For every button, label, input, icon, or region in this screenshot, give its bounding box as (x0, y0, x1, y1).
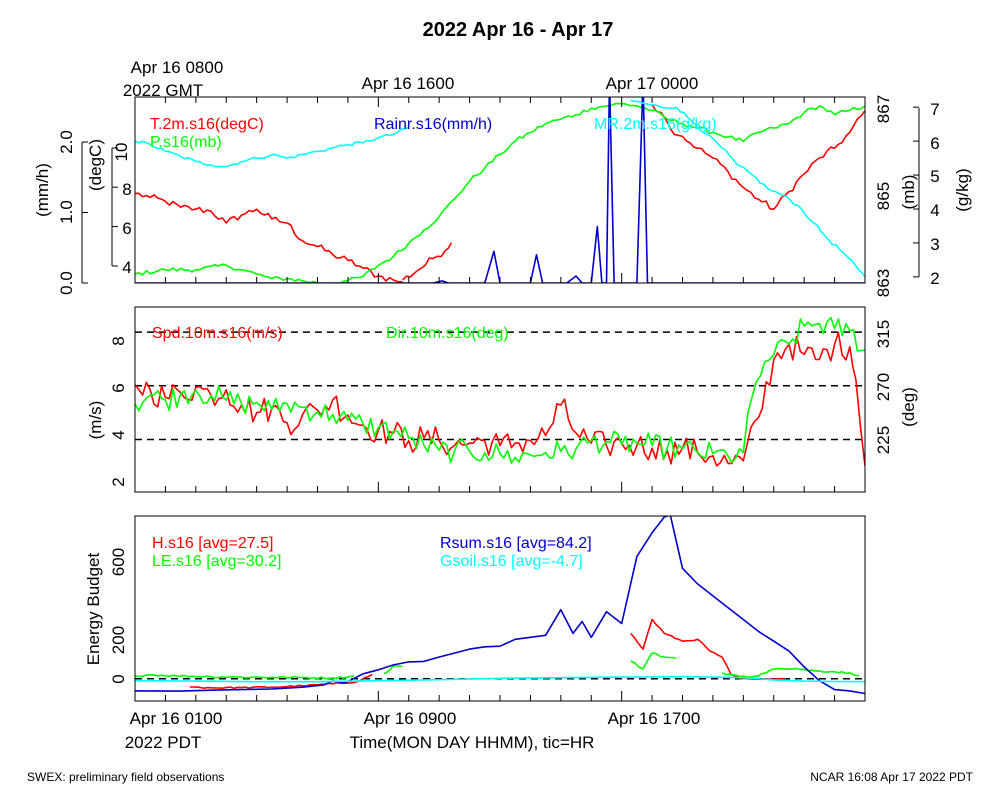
temp-axis-label: (degC) (86, 139, 105, 191)
series-dir-10m-s16-segment-0 (135, 316, 865, 464)
mr-tick-label: 5 (930, 167, 939, 186)
panel-wind-series (135, 316, 865, 467)
spd-tick-label: 6 (109, 383, 128, 392)
panel-met: 0.0 1.0 2.0 (mm/h) 4 6 8 10 (degC) 863 8… (33, 95, 972, 297)
panel-wind-reference-lines (135, 331, 865, 441)
legend-t-2m: T.2m.s16(degC) (150, 116, 264, 133)
spd-axis-label: (m/s) (86, 401, 105, 440)
rain-tick-label: 2.0 (57, 130, 76, 154)
series-t-2m-s16-segment-1 (402, 242, 453, 281)
mr-tick-label: 7 (930, 100, 939, 119)
series-gsoil-s16-segment-0 (135, 675, 865, 683)
panel-energy-series (135, 516, 865, 695)
spd-tick-label: 8 (109, 336, 128, 345)
temp-tick-label: 8 (122, 180, 131, 199)
press-tick-label: 865 (874, 182, 893, 210)
dir-tick-label: 225 (874, 426, 893, 454)
dir-tick-label: 315 (874, 320, 893, 348)
series-le-s16-segment-3 (721, 667, 860, 678)
series-h-s16-segment-0 (189, 673, 373, 690)
spd-tick-label: 2 (109, 477, 128, 486)
mr-axis-label: (g/kg) (953, 168, 972, 211)
series-t-2m-s16-segment-2 (651, 104, 865, 210)
x-axis-label: Time(MON DAY HHMM), tic=HR (350, 733, 595, 752)
mr-axis-ticks (913, 106, 919, 278)
panel-met-x-ticks (134, 97, 866, 283)
chart-title: 2022 Apr 16 - Apr 17 (423, 19, 614, 41)
x-axis-year-label: 2022 PDT (125, 733, 202, 752)
footer-timestamp: NCAR 16:08 Apr 17 2022 PDT (810, 770, 973, 784)
legend-soil-heat-flux: Gsoil.s16 [avg=-4.7] (440, 553, 583, 570)
press-axis-label: (mb) (899, 175, 918, 210)
x-tick-label-0100: Apr 16 0100 (130, 709, 223, 728)
series-p-s16-segment-0 (135, 102, 865, 283)
temp-tick-label: 10 (112, 143, 131, 162)
spd-tick-label: 4 (109, 430, 128, 439)
x-tick-label-1700: Apr 16 1700 (608, 709, 701, 728)
gmt-tick-label-0000: Apr 17 0000 (606, 74, 699, 93)
panel-wind-x-ticks (134, 482, 866, 492)
dir-tick-label: 270 (874, 373, 893, 401)
legend-latent-heat: LE.s16 [avg=30.2] (152, 553, 281, 570)
gmt-year-label: 2022 GMT (123, 81, 203, 100)
series-mr-2m-s16-segment-1 (630, 99, 865, 278)
rain-tick-label: 1.0 (57, 200, 76, 224)
gmt-tick-label-start: Apr 16 0800 (131, 58, 224, 77)
mr-tick-label: 2 (930, 269, 939, 288)
series-rainr-s16-segment-0 (135, 97, 865, 283)
rain-axis-label: (mm/h) (33, 163, 52, 217)
x-tick-label-0900: Apr 16 0900 (364, 709, 457, 728)
series-spd-10m-s16-segment-0 (135, 331, 865, 467)
press-tick-label: 867 (874, 95, 893, 123)
legend-pressure: P.s16(mb) (150, 134, 222, 151)
series-le-s16-segment-1 (383, 665, 403, 675)
panel-energy: 0 200 600 Energy Budget H.s16 [avg=27.5]… (84, 515, 866, 702)
legend-net-radiation: Rsum.s16 [avg=84.2] (440, 535, 592, 552)
mr-tick-label: 4 (930, 201, 939, 220)
energy-tick-label: 0 (109, 674, 128, 683)
dir-axis-label: (deg) (899, 387, 918, 427)
mr-tick-label: 3 (930, 235, 939, 254)
legend-sensible-heat: H.s16 [avg=27.5] (152, 535, 273, 552)
rain-tick-label: 0.0 (57, 271, 76, 295)
legend-mixing-ratio: MR.2m.s16(g/kg) (594, 116, 717, 133)
temp-tick-label: 6 (122, 219, 131, 238)
legend-wind-speed: Spd.10m.s16(m/s) (152, 325, 283, 342)
legend-rain-rate: Rainr.s16(mm/h) (374, 116, 492, 133)
series-h-s16-segment-1 (630, 618, 786, 681)
press-tick-label: 863 (874, 269, 893, 297)
footer-source: SWEX: preliminary field observations (27, 770, 224, 784)
series-t-2m-s16-segment-0 (135, 192, 403, 283)
series-le-s16-segment-2 (630, 652, 677, 670)
series-mr-2m-s16-segment-0 (135, 126, 410, 168)
legend-wind-direction: Dir.10m.s16(deg) (386, 325, 509, 342)
energy-tick-label: 600 (109, 548, 128, 576)
temp-tick-label: 4 (122, 258, 131, 277)
mr-tick-label: 6 (930, 134, 939, 153)
energy-axis-label: Energy Budget (84, 552, 103, 665)
series-le-s16-segment-0 (135, 673, 354, 680)
panel-wind: 2 4 6 8 (m/s) 225 270 315 (deg) Spd.10m.… (86, 306, 918, 493)
gmt-tick-label-1600: Apr 16 1600 (362, 74, 455, 93)
panel-energy-x-ticks (134, 691, 866, 701)
energy-tick-label: 200 (109, 626, 128, 654)
panel-met-series (135, 97, 865, 283)
